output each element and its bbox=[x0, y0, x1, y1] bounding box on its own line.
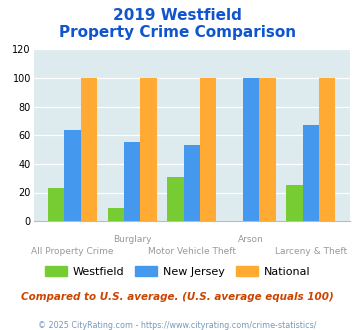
Text: Property Crime Comparison: Property Crime Comparison bbox=[59, 25, 296, 40]
Text: Larceny & Theft: Larceny & Theft bbox=[275, 248, 347, 256]
Bar bbox=[184, 145, 200, 221]
Legend: Westfield, New Jersey, National: Westfield, New Jersey, National bbox=[40, 261, 315, 281]
Text: Burglary: Burglary bbox=[113, 235, 151, 244]
Bar bbox=[64, 130, 81, 221]
Bar bbox=[243, 78, 260, 221]
Bar bbox=[108, 208, 124, 221]
Text: Arson: Arson bbox=[239, 235, 264, 244]
Bar bbox=[167, 177, 184, 221]
Text: All Property Crime: All Property Crime bbox=[31, 248, 114, 256]
Bar bbox=[81, 78, 97, 221]
Bar bbox=[200, 78, 216, 221]
Bar bbox=[124, 143, 140, 221]
Bar bbox=[48, 188, 64, 221]
Bar bbox=[260, 78, 276, 221]
Text: © 2025 CityRating.com - https://www.cityrating.com/crime-statistics/: © 2025 CityRating.com - https://www.city… bbox=[38, 321, 317, 330]
Bar bbox=[286, 185, 303, 221]
Text: Motor Vehicle Theft: Motor Vehicle Theft bbox=[148, 248, 236, 256]
Text: Compared to U.S. average. (U.S. average equals 100): Compared to U.S. average. (U.S. average … bbox=[21, 292, 334, 302]
Bar bbox=[319, 78, 335, 221]
Bar bbox=[303, 125, 319, 221]
Text: 2019 Westfield: 2019 Westfield bbox=[113, 8, 242, 23]
Bar bbox=[140, 78, 157, 221]
